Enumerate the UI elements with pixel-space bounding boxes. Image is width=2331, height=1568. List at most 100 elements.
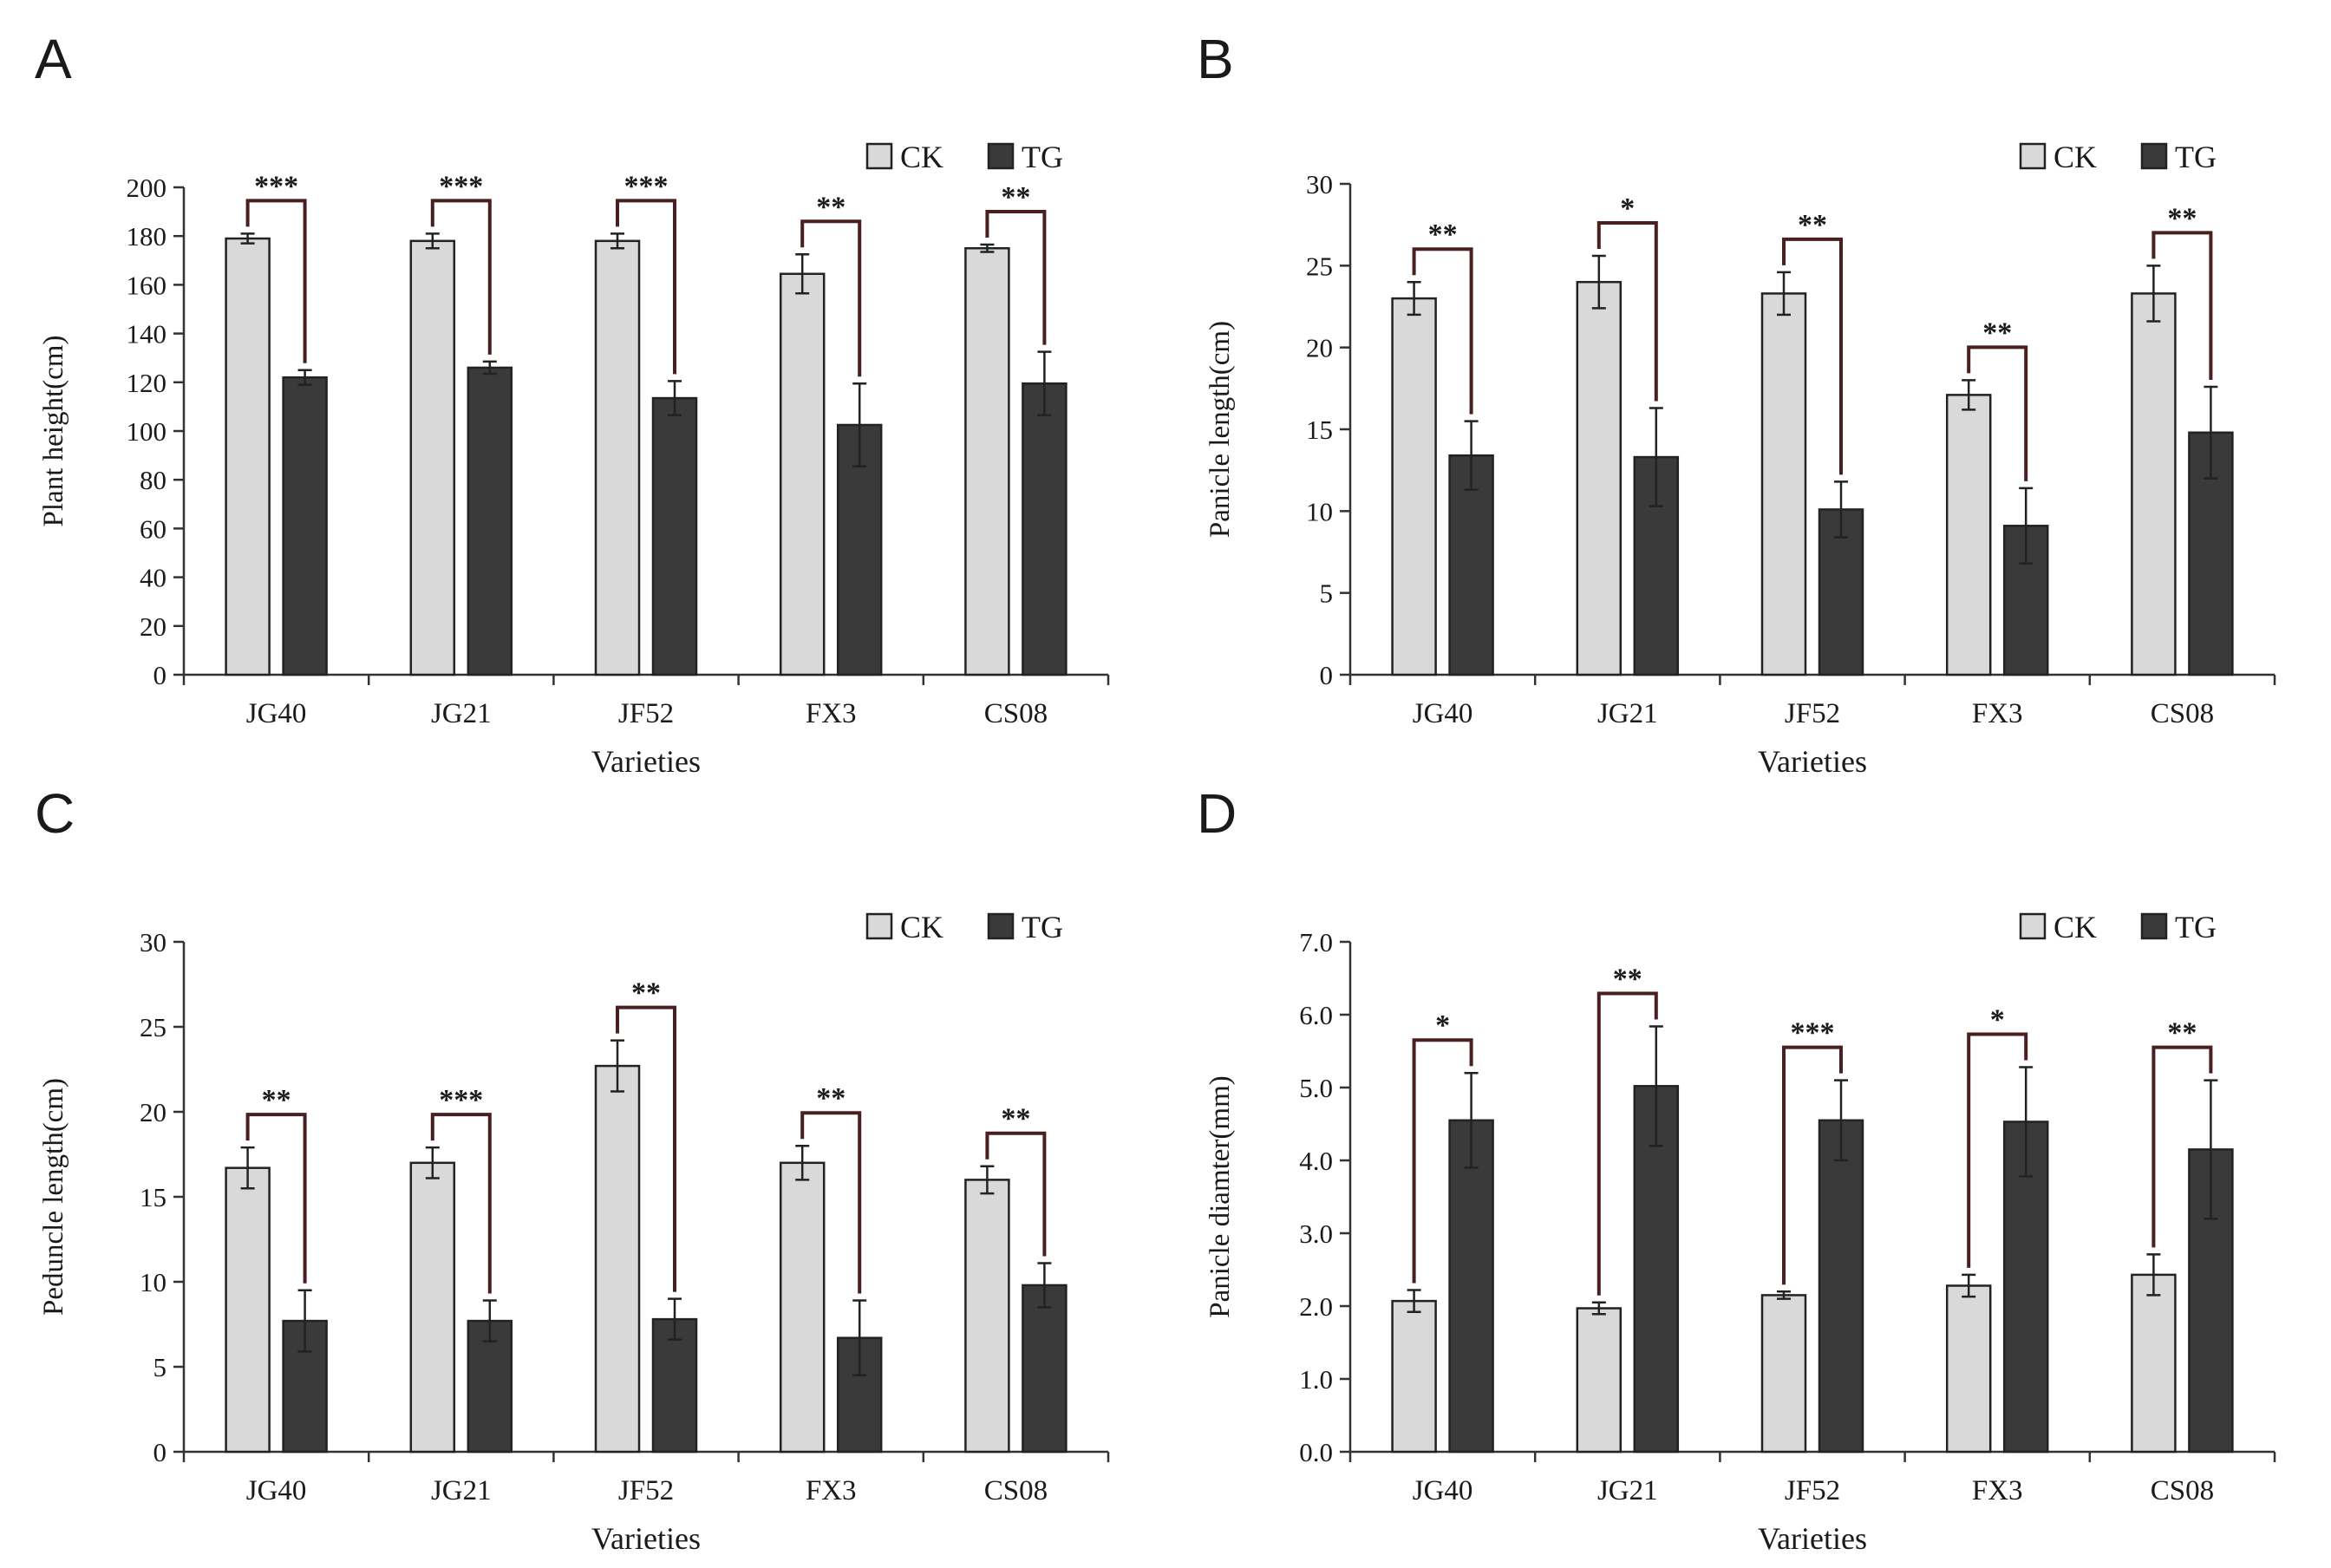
y-tick-label: 20	[140, 1097, 166, 1127]
y-tick-label: 25	[1306, 251, 1333, 281]
significance-label: **	[1613, 963, 1642, 995]
bar-tg	[467, 1319, 513, 1454]
significance-label: **	[1798, 209, 1827, 241]
legend-swatch-tg	[2140, 142, 2168, 170]
bar-ck	[594, 239, 641, 676]
bar-ck	[1391, 1299, 1437, 1454]
significance-bracket	[800, 1111, 862, 1294]
legend-label-ck: CK	[900, 140, 944, 174]
x-tick-label: CS08	[984, 698, 1048, 729]
significance-bracket	[985, 1131, 1047, 1257]
significance-label: **	[816, 191, 846, 223]
x-axis-label: Varieties	[591, 744, 701, 779]
bar-ck	[1760, 1294, 1807, 1454]
significance-bracket	[1596, 991, 1658, 1296]
y-tick-label: 25	[140, 1012, 166, 1042]
significance-label: **	[2167, 1017, 2197, 1049]
x-tick-label: FX3	[1972, 1475, 2023, 1506]
legend-label-ck: CK	[900, 910, 944, 944]
panel-label: D	[1197, 782, 1237, 845]
significance-bracket	[985, 210, 1047, 345]
bar-ck	[2131, 292, 2177, 676]
y-tick-label: 100	[127, 416, 167, 447]
bar-tg	[467, 366, 513, 676]
y-tick-label: 20	[140, 611, 166, 642]
bar-tg	[1022, 1284, 1068, 1454]
chart-panel-d: D 0.0 1.0 2.0 3.0 4.0 5.0 6.0 7.0 Panicle diamter…	[1197, 782, 2276, 1556]
y-axis-label: Panicle diamter(mm)	[1205, 1075, 1236, 1318]
x-tick-label: CS08	[2151, 698, 2214, 729]
chart-panel-b: B 0 5 10 15 20 25 30 Panicle length(cm) Varieties…	[1197, 28, 2276, 779]
bar-ck	[1760, 292, 1807, 676]
x-tick-label: CS08	[2151, 1475, 2214, 1506]
bar-ck	[2131, 1273, 2177, 1454]
x-tick-label: JG40	[246, 1475, 307, 1506]
chart-panel-c: C 0 5 10 15 20 25 30 Peduncle length(cm) Varietie…	[35, 782, 1110, 1556]
bar-ck	[1391, 297, 1437, 676]
bar-ck	[409, 1161, 456, 1454]
y-tick-label: 120	[127, 368, 167, 398]
significance-bracket	[1596, 221, 1658, 402]
y-tick-label: 20	[1306, 333, 1333, 363]
significance-bracket	[800, 219, 862, 377]
y-tick-label: 40	[140, 563, 166, 593]
bar-ck	[1945, 394, 1992, 676]
significance-label: ***	[439, 1084, 483, 1116]
y-axis-label: Plant height(cm)	[38, 336, 69, 527]
legend-label-tg: TG	[1022, 140, 1063, 174]
x-tick-label: JF52	[618, 698, 674, 729]
significance-label: ***	[439, 170, 483, 202]
bar-ck	[779, 1161, 826, 1454]
significance-bracket	[616, 1005, 676, 1292]
x-tick-label: CS08	[984, 1475, 1048, 1506]
significance-bracket	[1967, 345, 2028, 481]
bar-tg	[651, 396, 698, 676]
significance-bracket	[1782, 237, 1843, 475]
y-tick-label: 10	[1306, 496, 1333, 526]
legend-swatch-tg	[987, 142, 1015, 170]
x-tick-label: JG40	[1413, 1475, 1473, 1506]
bar-ck	[225, 237, 271, 676]
significance-bracket	[1782, 1045, 1843, 1285]
y-tick-label: 1.0	[1299, 1364, 1333, 1395]
bar-ck	[1576, 280, 1623, 676]
x-axis-label: Varieties	[1758, 1521, 1867, 1556]
significance-bracket	[1412, 247, 1473, 415]
legend-swatch-tg	[2140, 912, 2168, 940]
x-tick-label: FX3	[806, 698, 857, 729]
chart-panel-a: A 0 20 40 60 80 100 120 140 160 180 200 Plant height…	[35, 28, 1110, 779]
legend-label-tg: TG	[2175, 910, 2217, 944]
significance-bracket	[430, 1113, 492, 1294]
bar-tg	[651, 1317, 698, 1454]
bar-ck	[594, 1064, 641, 1454]
bar-ck	[409, 239, 456, 676]
significance-bracket	[245, 199, 307, 363]
y-tick-label: 0.0	[1299, 1437, 1333, 1467]
y-tick-label: 30	[140, 927, 166, 957]
y-tick-label: 15	[1306, 415, 1333, 445]
significance-bracket	[1967, 1032, 2028, 1268]
significance-label: ***	[624, 170, 669, 202]
panel-label: B	[1197, 28, 1234, 90]
legend-label-ck: CK	[2054, 140, 2097, 174]
legend-swatch-ck	[2019, 142, 2047, 170]
panel-label: C	[35, 782, 75, 845]
bar-ck	[225, 1166, 271, 1454]
y-tick-label: 4.0	[1299, 1146, 1333, 1176]
significance-label: **	[1428, 219, 1458, 251]
significance-label: ***	[1791, 1017, 1835, 1049]
x-tick-label: FX3	[1972, 698, 2023, 729]
y-tick-label: 6.0	[1299, 1000, 1333, 1030]
y-tick-label: 160	[127, 270, 167, 300]
significance-label: **	[262, 1084, 291, 1116]
x-tick-label: JG21	[1597, 1475, 1658, 1506]
bar-tg	[1633, 1085, 1680, 1454]
y-tick-label: 0	[1320, 660, 1334, 690]
x-tick-label: JF52	[1785, 1475, 1840, 1506]
legend-label-tg: TG	[2175, 140, 2217, 174]
y-tick-label: 7.0	[1299, 927, 1333, 957]
bar-ck	[1945, 1284, 1992, 1454]
legend-swatch-ck	[865, 912, 893, 940]
x-axis-label: Varieties	[591, 1521, 701, 1556]
y-tick-label: 30	[1306, 169, 1333, 199]
